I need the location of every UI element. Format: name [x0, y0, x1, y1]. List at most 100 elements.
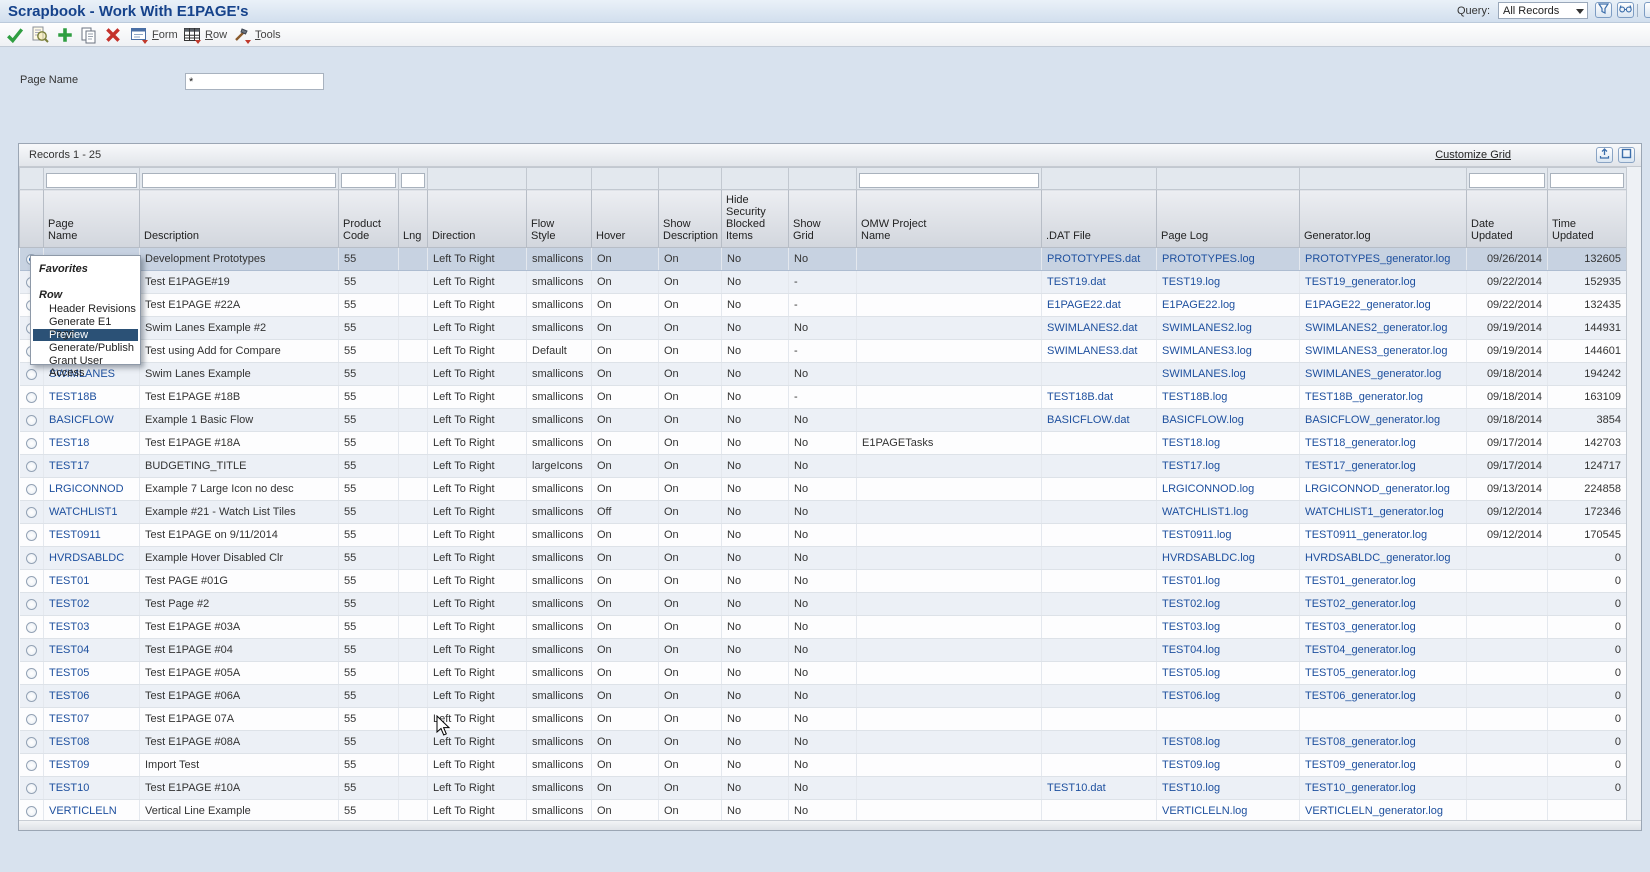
- cell-page_log[interactable]: TEST18.log: [1157, 432, 1300, 455]
- export-grid-button[interactable]: [1596, 147, 1613, 163]
- table-row[interactable]: BASICFLOWExample 1 Basic Flow55Left To R…: [20, 409, 1627, 432]
- view-matches-button[interactable]: [1617, 2, 1634, 18]
- row-selector-cell[interactable]: [20, 708, 44, 731]
- row-selector-cell[interactable]: [20, 524, 44, 547]
- row-radio-button[interactable]: [26, 737, 37, 748]
- cell-generator_log[interactable]: TEST17_generator.log: [1300, 455, 1467, 478]
- cell-generator_log[interactable]: LRGICONNOD_generator.log: [1300, 478, 1467, 501]
- cell-generator_log[interactable]: SWIMLANES_generator.log: [1300, 363, 1467, 386]
- menu-item-generate-e1-page[interactable]: Generate E1 Page: [31, 316, 140, 328]
- table-row[interactable]: TEST09Import Test55Left To Rightsmallico…: [20, 754, 1627, 777]
- table-row[interactable]: Test E1PAGE#1955Left To RightsmalliconsO…: [20, 271, 1627, 294]
- table-row[interactable]: Swim Lanes Example #255Left To Rightsmal…: [20, 317, 1627, 340]
- cell-page_name[interactable]: TEST03: [44, 616, 140, 639]
- row-selector-cell[interactable]: [20, 478, 44, 501]
- row-radio-button[interactable]: [26, 438, 37, 449]
- row-selector-cell[interactable]: [20, 432, 44, 455]
- cell-page_name[interactable]: HVRDSABLDC: [44, 547, 140, 570]
- cell-page_log[interactable]: SWIMLANES2.log: [1157, 317, 1300, 340]
- row-radio-button[interactable]: [26, 484, 37, 495]
- cell-dat_file[interactable]: BASICFLOW.dat: [1042, 409, 1157, 432]
- cell-generator_log[interactable]: SWIMLANES2_generator.log: [1300, 317, 1467, 340]
- table-row[interactable]: TEST0911Test E1PAGE on 9/11/201455Left T…: [20, 524, 1627, 547]
- table-row[interactable]: SWIMLANESSwim Lanes Example55Left To Rig…: [20, 363, 1627, 386]
- cell-page_name[interactable]: TEST18B: [44, 386, 140, 409]
- cell-generator_log[interactable]: TEST10_generator.log: [1300, 777, 1467, 800]
- column-header-time_updated[interactable]: Time Updated: [1548, 190, 1627, 248]
- row-radio-button[interactable]: [26, 461, 37, 472]
- row-radio-button[interactable]: [26, 576, 37, 587]
- row-radio-button[interactable]: [26, 806, 37, 817]
- table-row[interactable]: TEST10Test E1PAGE #10A55Left To Rightsma…: [20, 777, 1627, 800]
- tools-menu-label[interactable]: Tools: [255, 29, 281, 41]
- cell-page_log[interactable]: PROTOTYPES.log: [1157, 248, 1300, 271]
- cell-page_name[interactable]: TEST09: [44, 754, 140, 777]
- cell-page_name[interactable]: TEST01: [44, 570, 140, 593]
- cell-page_log[interactable]: TEST09.log: [1157, 754, 1300, 777]
- cell-generator_log[interactable]: SWIMLANES3_generator.log: [1300, 340, 1467, 363]
- cell-page_log[interactable]: TEST10.log: [1157, 777, 1300, 800]
- column-header-lng[interactable]: Lng: [399, 190, 428, 248]
- column-header-omw_project_name[interactable]: OMW Project Name: [857, 190, 1042, 248]
- table-row[interactable]: TEST02Test Page #255Left To Rightsmallic…: [20, 593, 1627, 616]
- cell-dat_file[interactable]: TEST10.dat: [1042, 777, 1157, 800]
- cell-generator_log[interactable]: TEST02_generator.log: [1300, 593, 1467, 616]
- delete-button[interactable]: [104, 26, 122, 44]
- table-row[interactable]: LRGICONNODExample 7 Large Icon no desc55…: [20, 478, 1627, 501]
- cell-page_log[interactable]: TEST06.log: [1157, 685, 1300, 708]
- cell-page_name[interactable]: TEST10: [44, 777, 140, 800]
- cell-page_name[interactable]: TEST04: [44, 639, 140, 662]
- table-row[interactable]: TEST01Test PAGE #01G55Left To Rightsmall…: [20, 570, 1627, 593]
- customize-grid-link[interactable]: Customize Grid: [1435, 149, 1511, 161]
- row-selector-cell[interactable]: [20, 616, 44, 639]
- cell-page_name[interactable]: TEST18: [44, 432, 140, 455]
- cell-page_log[interactable]: TEST04.log: [1157, 639, 1300, 662]
- row-radio-button[interactable]: [26, 714, 37, 725]
- cell-page_log[interactable]: BASICFLOW.log: [1157, 409, 1300, 432]
- cell-generator_log[interactable]: TEST05_generator.log: [1300, 662, 1467, 685]
- table-row[interactable]: TEST08Test E1PAGE #08A55Left To Rightsma…: [20, 731, 1627, 754]
- cell-page_name[interactable]: WATCHLIST1: [44, 501, 140, 524]
- row-radio-button[interactable]: [26, 599, 37, 610]
- filter-input-description[interactable]: [142, 173, 336, 188]
- cell-page_log[interactable]: TEST08.log: [1157, 731, 1300, 754]
- menu-item-generate-publish[interactable]: Generate/Publish: [31, 342, 140, 354]
- cell-page_log[interactable]: TEST17.log: [1157, 455, 1300, 478]
- menu-item-preview[interactable]: Preview: [33, 329, 138, 341]
- table-row[interactable]: Test E1PAGE #22A55Left To Rightsmallicon…: [20, 294, 1627, 317]
- filter-input-time_updated[interactable]: [1550, 173, 1624, 188]
- menu-item-grant-user-access[interactable]: Grant User Access: [31, 355, 140, 367]
- menu-item-header-revisions[interactable]: Header Revisions: [31, 303, 140, 315]
- cell-page_name[interactable]: TEST02: [44, 593, 140, 616]
- cell-generator_log[interactable]: TEST09_generator.log: [1300, 754, 1467, 777]
- cell-page_log[interactable]: TEST01.log: [1157, 570, 1300, 593]
- cell-dat_file[interactable]: TEST19.dat: [1042, 271, 1157, 294]
- row-radio-button[interactable]: [26, 691, 37, 702]
- cell-page_name[interactable]: TEST06: [44, 685, 140, 708]
- row-selector-cell[interactable]: [20, 455, 44, 478]
- cell-generator_log[interactable]: TEST0911_generator.log: [1300, 524, 1467, 547]
- cell-page_name[interactable]: TEST05: [44, 662, 140, 685]
- cell-generator_log[interactable]: TEST04_generator.log: [1300, 639, 1467, 662]
- find-button[interactable]: [31, 26, 49, 44]
- add-button[interactable]: [56, 26, 74, 44]
- row-selector-cell[interactable]: [20, 409, 44, 432]
- cell-dat_file[interactable]: TEST18B.dat: [1042, 386, 1157, 409]
- column-header-product_code[interactable]: Product Code: [339, 190, 399, 248]
- cell-dat_file[interactable]: SWIMLANES2.dat: [1042, 317, 1157, 340]
- row-selector-cell[interactable]: [20, 685, 44, 708]
- row-radio-button[interactable]: [26, 645, 37, 656]
- cell-page_log[interactable]: TEST03.log: [1157, 616, 1300, 639]
- row-selector-cell[interactable]: [20, 639, 44, 662]
- table-row[interactable]: TEST07Test E1PAGE 07A55Left To Rightsmal…: [20, 708, 1627, 731]
- table-row[interactable]: TEST03Test E1PAGE #03A55Left To Rightsma…: [20, 616, 1627, 639]
- table-row[interactable]: HVRDSABLDCExample Hover Disabled Clr55Le…: [20, 547, 1627, 570]
- cell-page_log[interactable]: TEST02.log: [1157, 593, 1300, 616]
- cell-generator_log[interactable]: BASICFLOW_generator.log: [1300, 409, 1467, 432]
- row-selector-cell[interactable]: [20, 731, 44, 754]
- cell-page_log[interactable]: HVRDSABLDC.log: [1157, 547, 1300, 570]
- row-selector-cell[interactable]: [20, 662, 44, 685]
- cell-generator_log[interactable]: TEST01_generator.log: [1300, 570, 1467, 593]
- column-header-show_description[interactable]: Show Description: [659, 190, 722, 248]
- page-name-input[interactable]: [185, 73, 324, 90]
